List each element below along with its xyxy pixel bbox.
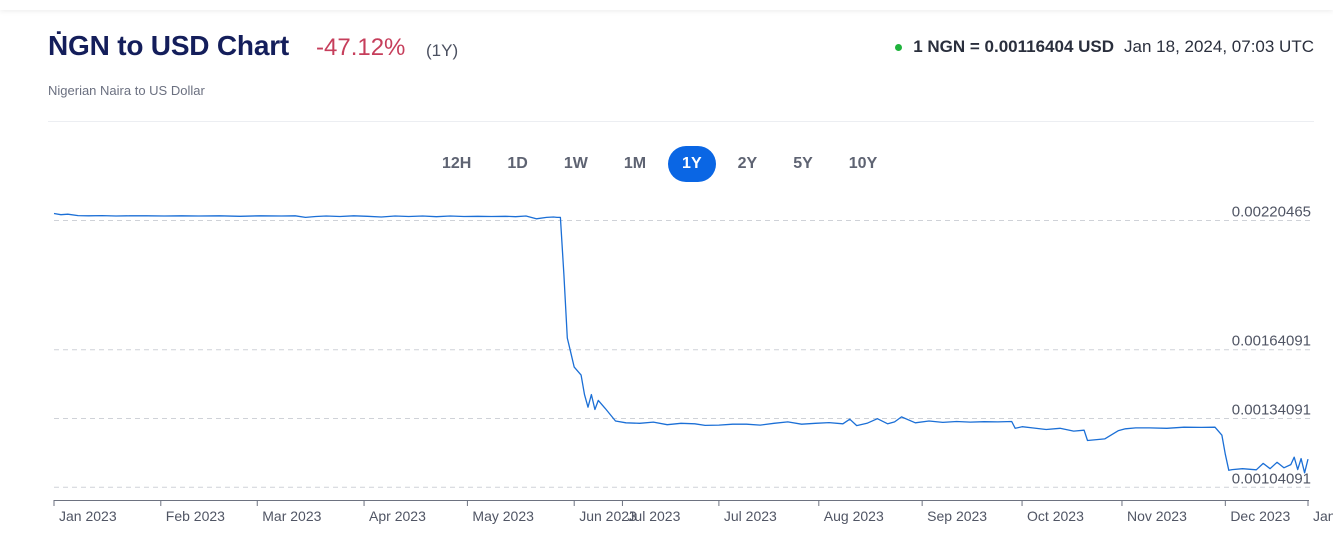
header-divider	[48, 121, 1314, 122]
x-tick-label: Nov 2023	[1127, 508, 1187, 524]
x-tick-label: Feb 2023	[166, 508, 225, 524]
tab-5y[interactable]: 5Y	[793, 155, 813, 172]
x-tick-label: Jan 2024	[1313, 508, 1333, 524]
period-label: (1Y)	[426, 41, 459, 60]
x-tick-label: Sep 2023	[927, 508, 987, 524]
period-tabs: 12H 1D 1W 1M 1Y 2Y 5Y 10Y	[428, 146, 899, 182]
rate-value: 1 NGN = 0.00116404 USD	[913, 37, 1115, 56]
page-title: ṄGN to USD Chart	[48, 30, 290, 61]
x-tick-label: Jul 2023	[627, 508, 680, 524]
tab-1m[interactable]: 1M	[623, 155, 647, 172]
x-tick-label: Aug 2023	[824, 508, 884, 524]
live-status-dot	[895, 43, 903, 51]
x-tick-label: Oct 2023	[1027, 508, 1084, 524]
x-axis: Jan 2023 Feb 2023 Mar 2023 Apr 2023 May 2023…	[53, 500, 1333, 524]
x-tick-label: Mar 2023	[262, 508, 321, 524]
tab-1d[interactable]: 1D	[507, 155, 528, 172]
y-tick-label: 0.00134091	[1232, 401, 1311, 418]
y-tick-label: 0.00220465	[1232, 203, 1311, 220]
y-tick-label: 0.00164091	[1232, 333, 1311, 350]
tab-12h[interactable]: 12H	[442, 155, 472, 172]
live-rate: 1 NGN = 0.00116404 USD Jan 18, 2024, 07:…	[895, 37, 1314, 57]
x-tick-label: Jun 2023	[579, 508, 637, 524]
percent-change: -47.12%	[316, 34, 406, 61]
chart-grid	[54, 219, 1312, 488]
rate-series-line	[53, 212, 1309, 474]
x-tick-label: Apr 2023	[369, 508, 426, 524]
x-tick-label: Dec 2023	[1230, 508, 1290, 524]
x-tick-label: Jul 2023	[724, 508, 777, 524]
rate-timestamp: Jan 18, 2024, 07:03 UTC	[1124, 37, 1314, 56]
tab-2y[interactable]: 2Y	[737, 155, 758, 172]
x-tick-label: Jan 2023	[59, 508, 117, 524]
page-subtitle: Nigerian Naira to US Dollar	[48, 83, 205, 98]
y-tick-label: 0.00104091	[1232, 470, 1311, 487]
tab-1w[interactable]: 1W	[563, 155, 588, 172]
x-tick-label: May 2023	[472, 508, 534, 524]
tab-10y[interactable]: 10Y	[848, 155, 878, 172]
tab-1y[interactable]: 1Y	[668, 146, 716, 182]
chart-series	[53, 212, 1309, 474]
top-bar	[0, 0, 1333, 10]
y-axis-labels: 0.00220465 0.00164091 0.00134091 0.00104091	[1232, 203, 1311, 487]
